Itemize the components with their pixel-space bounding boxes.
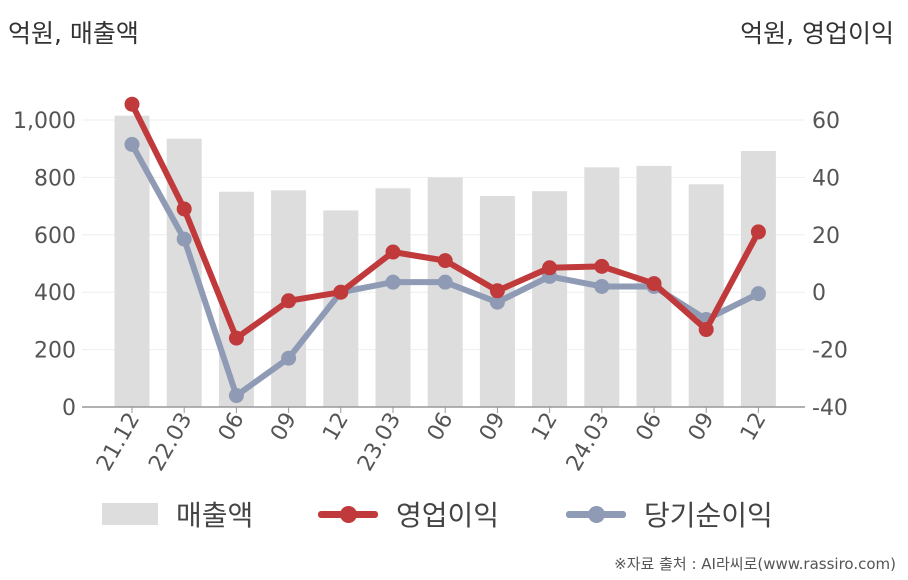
bar xyxy=(688,184,724,407)
operating-profit-point xyxy=(542,260,558,276)
y-right-tick-label: 60 xyxy=(812,109,840,134)
operating-profit-point xyxy=(437,253,453,269)
combo-chart: 0 -40 200 -20 400 0 600 20 800 40 1,000 60 21.12 22.0… xyxy=(13,96,848,476)
y-right-tick-label: -40 xyxy=(812,396,848,421)
legend-label-operating-profit: 영업이익 xyxy=(396,499,500,532)
net-income-point xyxy=(437,274,453,290)
bar xyxy=(375,188,411,407)
operating-profit-point xyxy=(176,201,192,217)
operating-profit-point xyxy=(750,224,766,240)
line-series xyxy=(124,96,766,404)
x-tick-label: 09 xyxy=(475,409,511,446)
source-note: ※자료 출처 : AI라씨로(www.rassiro.com) xyxy=(614,555,896,573)
operating-profit-point xyxy=(594,258,610,274)
net-income-point xyxy=(176,231,192,247)
operating-profit-point xyxy=(698,322,714,338)
x-tick-label: 12 xyxy=(736,409,772,446)
y-right-tick-label: 40 xyxy=(812,166,840,191)
chart-legend: 매출액 영업이익 당기순이익 xyxy=(0,492,908,536)
legend-label-net-income: 당기순이익 xyxy=(644,499,773,532)
x-tick-label: 24.03 xyxy=(562,409,615,476)
y-left-tick-label: 600 xyxy=(34,224,76,249)
x-tick-label: 09 xyxy=(684,409,720,446)
bar xyxy=(218,191,254,407)
operating-profit-point xyxy=(489,283,505,299)
legend-swatch-revenue xyxy=(102,503,158,525)
legend-item-net-income: 당기순이익 xyxy=(566,492,773,536)
legend-item-revenue: 매출액 xyxy=(102,492,253,536)
x-tick-label: 06 xyxy=(423,409,459,446)
legend-item-operating-profit: 영업이익 xyxy=(318,492,499,536)
operating-profit-point xyxy=(124,96,140,112)
x-tick-label: 06 xyxy=(214,409,250,446)
bar xyxy=(740,150,776,407)
net-income-point xyxy=(750,286,766,302)
x-tick-label: 21.12 xyxy=(92,409,145,476)
bar xyxy=(114,115,150,407)
operating-profit-point xyxy=(281,293,297,309)
y-left-tick-label: 1,000 xyxy=(13,109,76,134)
y-right-tick-label: -20 xyxy=(812,339,848,364)
net-income-point xyxy=(124,136,140,152)
x-tick-label: 09 xyxy=(266,409,302,446)
net-income-point xyxy=(489,294,505,310)
y-left-tick-label: 0 xyxy=(62,396,76,421)
x-tick-label: 23.03 xyxy=(353,409,406,476)
x-tick-label: 06 xyxy=(632,409,668,446)
y-left-tick-label: 400 xyxy=(34,281,76,306)
net-income-point xyxy=(281,350,297,366)
y-left-tick-label: 200 xyxy=(34,339,76,364)
operating-profit-point xyxy=(385,244,401,260)
legend-swatch-operating-profit xyxy=(318,503,378,525)
left-axis-unit: 억원, 매출액 xyxy=(8,19,139,48)
operating-profit-point xyxy=(228,330,244,346)
y-right-tick-label: 20 xyxy=(812,224,840,249)
net-income-point xyxy=(594,278,610,294)
x-axis xyxy=(82,406,805,413)
operating-profit-point xyxy=(333,284,349,300)
legend-label-revenue: 매출액 xyxy=(176,499,254,532)
x-tick-label: 22.03 xyxy=(144,409,197,476)
y-right-tick-label: 0 xyxy=(812,281,826,306)
net-income-point xyxy=(228,388,244,404)
legend-swatch-net-income xyxy=(566,503,626,525)
right-axis-unit: 억원, 영업이익 xyxy=(740,19,894,48)
bar xyxy=(427,177,463,407)
bar-series xyxy=(114,115,776,407)
x-tick-label: 12 xyxy=(318,409,354,446)
bar xyxy=(532,191,568,407)
x-tick-label: 12 xyxy=(527,409,563,446)
y-left-tick-label: 800 xyxy=(34,166,76,191)
net-income-point xyxy=(385,274,401,290)
operating-profit-point xyxy=(646,276,662,292)
